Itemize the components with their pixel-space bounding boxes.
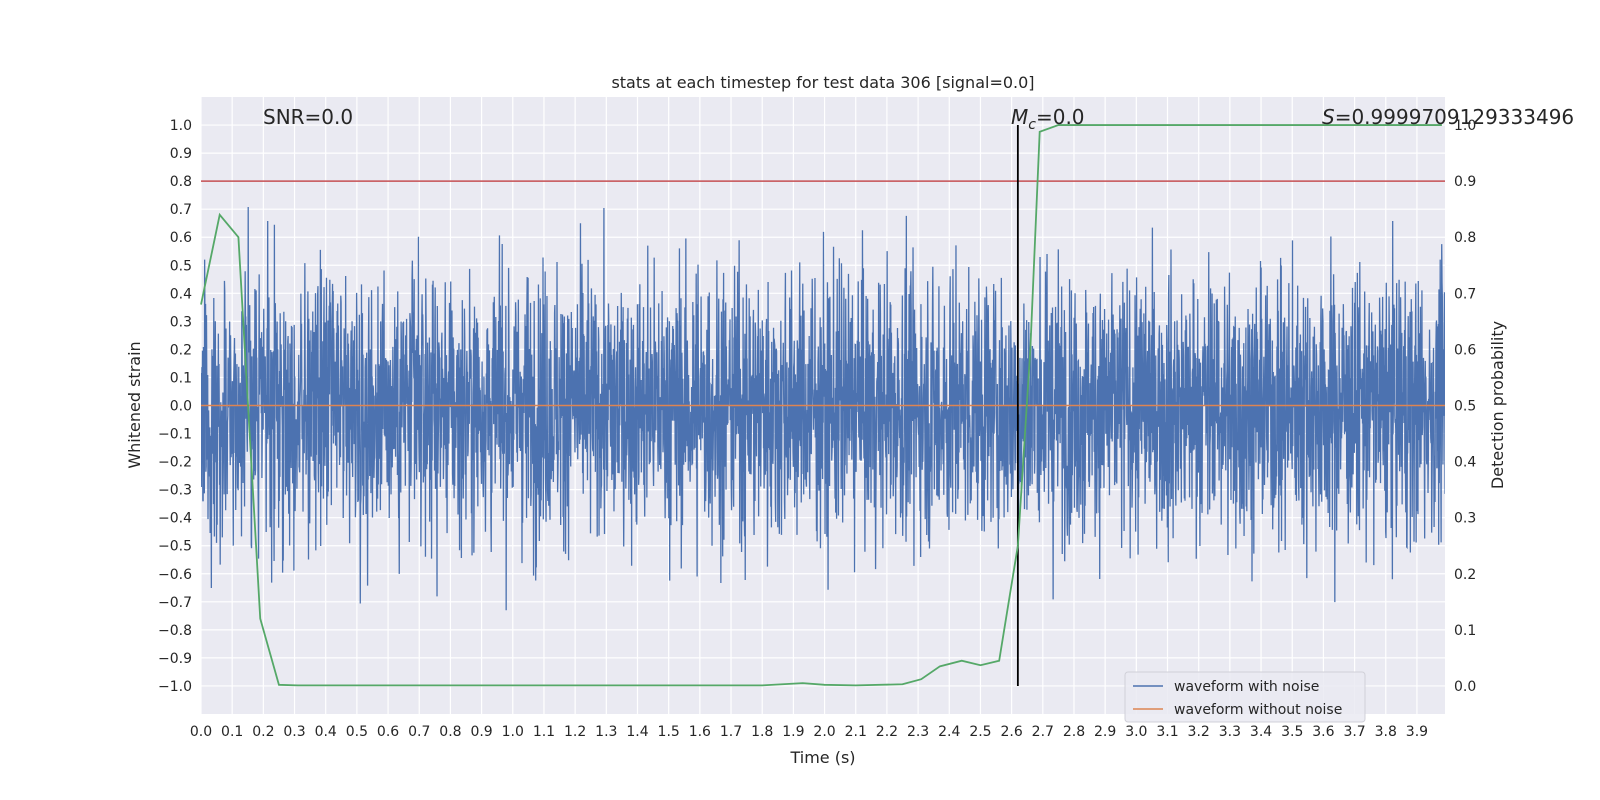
s-value: =0.9999709129333496	[1335, 105, 1574, 129]
x-tick-label: 1.6	[689, 724, 711, 740]
x-tick-label: 3.4	[1250, 724, 1272, 740]
s-annotation: S=0.9999709129333496	[1322, 105, 1574, 129]
x-tick-label: 0.3	[283, 724, 305, 740]
y-axis-label-right: Detection probability	[1488, 321, 1507, 489]
x-tick-label: 2.4	[938, 724, 960, 740]
y-tick-label: −0.5	[158, 539, 192, 555]
x-tick-label: 0.4	[315, 724, 337, 740]
x-tick-label: 1.4	[626, 724, 648, 740]
y-tick-label: 0.2	[170, 342, 192, 358]
y-tick-label: −0.3	[158, 483, 192, 499]
y-tick-label-right: 0.5	[1454, 399, 1476, 415]
x-tick-label: 1.8	[751, 724, 773, 740]
x-tick-label: 0.6	[377, 724, 399, 740]
y-tick-label-right: 0.4	[1454, 455, 1476, 471]
x-tick-label: 2.7	[1032, 724, 1054, 740]
series-lines	[200, 124, 1445, 687]
x-tick-label: 0.5	[346, 724, 368, 740]
y-tick-label: 0.6	[170, 230, 192, 246]
legend: waveform with noise waveform without noi…	[1124, 671, 1366, 723]
x-tick-label: 2.8	[1063, 724, 1085, 740]
y-tick-label: 0.9	[170, 146, 192, 162]
y-tick-label: 0.0	[170, 399, 192, 415]
y-tick-label: −0.7	[158, 595, 192, 611]
noise-series	[201, 206, 1445, 611]
x-tick-label: 1.9	[782, 724, 804, 740]
series-detection-probability	[200, 124, 1442, 687]
y-tick-label-right: 0.2	[1454, 567, 1476, 583]
x-tick-label: 2.5	[969, 724, 991, 740]
y-tick-label: −0.1	[158, 427, 192, 443]
mc-value: =0.0	[1036, 105, 1085, 129]
s-symbol: S	[1322, 105, 1335, 129]
x-tick-label: 3.7	[1343, 724, 1365, 740]
y-tick-labels-right: 1.0 0.9 0.8 0.7 0.6 0.5 0.4 0.3 0.2 0.1 0.0	[1454, 118, 1476, 695]
x-tick-label: 2.3	[907, 724, 929, 740]
x-tick-label: 2.6	[1000, 724, 1022, 740]
y-tick-label: 0.4	[170, 286, 192, 302]
y-axis-label: Whitened strain	[125, 341, 144, 468]
y-tick-label: 0.5	[170, 258, 192, 274]
y-tick-labels: 1.0 0.9 0.8 0.7 0.6 0.5 0.4 0.3 0.2 0.1 0.0 −0.1 −0.…	[158, 118, 192, 695]
x-tick-label: 3.9	[1406, 724, 1428, 740]
y-tick-label: 0.1	[170, 370, 192, 386]
legend-label-clean: waveform without noise	[1174, 702, 1342, 718]
mc-subscript: c	[1028, 117, 1036, 133]
x-tick-label: 1.3	[595, 724, 617, 740]
y-tick-label: −0.9	[158, 651, 192, 667]
x-tick-label: 1.1	[533, 724, 555, 740]
x-tick-label: 1.7	[720, 724, 742, 740]
y-tick-label: −0.8	[158, 623, 192, 639]
y-tick-label-right: 0.1	[1454, 623, 1476, 639]
y-tick-label-right: 0.0	[1454, 679, 1476, 695]
x-tick-labels: 0.0 0.1 0.2 0.3 0.4 0.5 0.6 0.7 0.8 0.9 1.0 1.1 1.2 1…	[190, 724, 1428, 740]
x-tick-label: 0.2	[252, 724, 274, 740]
y-tick-label: −1.0	[158, 679, 192, 695]
x-tick-label: 0.0	[190, 724, 212, 740]
chart-title: stats at each timestep for test data 306…	[611, 73, 1034, 92]
y-tick-label-right: 0.9	[1454, 174, 1476, 190]
legend-label-noise: waveform with noise	[1174, 679, 1319, 695]
y-tick-label: −0.2	[158, 455, 192, 471]
x-tick-label: 0.1	[221, 724, 243, 740]
x-tick-label: 3.5	[1281, 724, 1303, 740]
x-tick-label: 2.0	[813, 724, 835, 740]
x-tick-label: 3.0	[1125, 724, 1147, 740]
x-tick-label: 3.6	[1312, 724, 1334, 740]
x-tick-label: 1.0	[502, 724, 524, 740]
x-tick-label: 1.2	[564, 724, 586, 740]
x-tick-label: 1.5	[658, 724, 680, 740]
y-tick-label: −0.4	[158, 511, 192, 527]
x-tick-label: 0.7	[408, 724, 430, 740]
y-tick-label: −0.6	[158, 567, 192, 583]
y-tick-label: 0.3	[170, 314, 192, 330]
y-tick-label: 0.8	[170, 174, 192, 190]
y-tick-label-right: 0.7	[1454, 286, 1476, 302]
legend-box	[1124, 671, 1366, 723]
x-tick-label: 2.9	[1094, 724, 1116, 740]
x-tick-label: 0.9	[470, 724, 492, 740]
x-axis-label: Time (s)	[789, 748, 855, 767]
y-tick-label: 1.0	[170, 118, 192, 134]
series-waveform-with-noise	[201, 206, 1445, 611]
x-tick-label: 3.3	[1219, 724, 1241, 740]
y-tick-label-right: 0.6	[1454, 342, 1476, 358]
mc-symbol: M	[1011, 105, 1028, 129]
x-tick-label: 2.1	[845, 724, 867, 740]
mc-annotation: Mc=0.0	[1011, 105, 1085, 133]
x-tick-label: 0.8	[439, 724, 461, 740]
y-tick-label-right: 0.8	[1454, 230, 1476, 246]
snr-annotation: SNR=0.0	[263, 105, 353, 129]
x-tick-label: 3.8	[1375, 724, 1397, 740]
x-tick-label: 2.2	[876, 724, 898, 740]
y-tick-label-right: 1.0	[1454, 118, 1476, 134]
x-tick-label: 3.2	[1188, 724, 1210, 740]
y-tick-label: 0.7	[170, 202, 192, 218]
y-tick-label-right: 0.3	[1454, 511, 1476, 527]
x-tick-label: 3.1	[1156, 724, 1178, 740]
